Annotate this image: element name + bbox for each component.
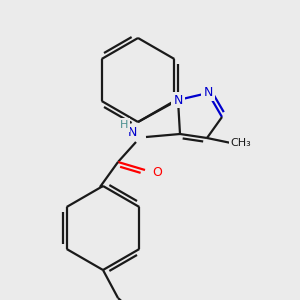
Text: H: H — [120, 120, 128, 130]
Text: N: N — [173, 94, 183, 106]
Text: CH₃: CH₃ — [231, 138, 251, 148]
Text: N: N — [203, 86, 213, 100]
Text: N: N — [127, 127, 137, 140]
Text: O: O — [152, 167, 162, 179]
